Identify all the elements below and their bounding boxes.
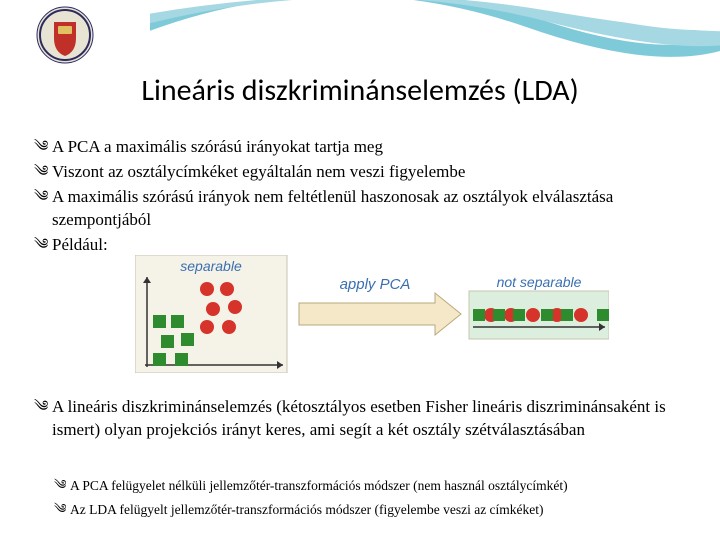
bullet-icon: ༄ [34,234,52,257]
bullet-text: A PCA felügyelet nélküli jellemzőtér-tra… [70,475,684,497]
pca-diagram: separable apply PCA not separable [135,255,609,373]
page-title: Lineáris diszkriminánselemzés (LDA) [0,72,720,109]
bullet-text: A PCA a maximális szórású irányokat tart… [52,136,684,159]
list-item: ༄A PCA felügyelet nélküli jellemzőtér-tr… [54,475,684,497]
svg-text:apply PCA: apply PCA [340,276,411,293]
bullet-text: Az LDA felügyelt jellemzőtér-transzformá… [70,499,684,521]
list-item: ༄A lineáris diszkriminánselemzés (kétosz… [34,396,684,442]
bullet-icon: ༄ [34,186,52,232]
list-item: ༄Viszont az osztálycímkéket egyáltalán n… [34,161,684,184]
university-logo [36,6,94,64]
svg-text:separable: separable [180,258,242,274]
bullet-icon: ༄ [54,475,70,497]
svg-text:not separable: not separable [497,274,582,290]
bullet-icon: ༄ [54,499,70,521]
bullet-text: A maximális szórású irányok nem feltétle… [52,186,684,232]
bullet-text: Viszont az osztálycímkéket egyáltalán ne… [52,161,684,184]
bullet-icon: ༄ [34,396,52,442]
main-bullet-list: ༄A PCA a maximális szórású irányokat tar… [34,136,684,259]
bullet-icon: ༄ [34,136,52,159]
list-item: ༄A PCA a maximális szórású irányokat tar… [34,136,684,159]
second-bullet-block: ༄A lineáris diszkriminánselemzés (kétosz… [34,396,684,444]
bullet-icon: ༄ [34,161,52,184]
list-item: ༄Például: [34,234,684,257]
list-item: ༄Az LDA felügyelt jellemzőtér-transzform… [54,499,684,521]
bullet-text: A lineáris diszkriminánselemzés (kétoszt… [52,396,684,442]
list-item: ༄A maximális szórású irányok nem feltétl… [34,186,684,232]
bullet-text: Például: [52,234,684,257]
sub-bullet-list: ༄A PCA felügyelet nélküli jellemzőtér-tr… [54,475,684,524]
header-swoosh [150,0,720,72]
